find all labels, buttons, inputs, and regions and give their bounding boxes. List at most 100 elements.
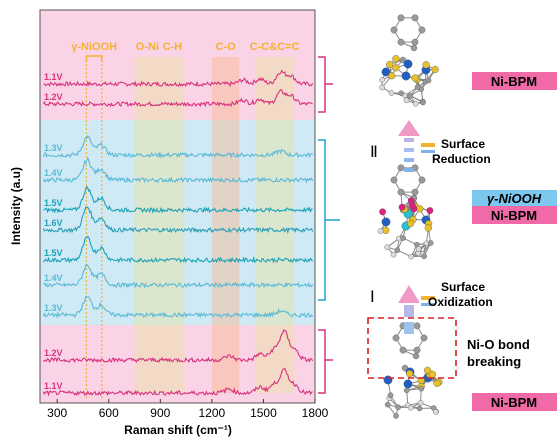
region-label-2: C-H	[163, 41, 183, 53]
atom-carbon	[397, 38, 405, 46]
atom-carbon	[397, 164, 405, 172]
atom-sulfur	[386, 60, 394, 69]
atom-hydrogen	[379, 84, 385, 91]
region-labels: γ-NiOOH O-Ni C-H C-O C-C&C=C	[71, 41, 299, 53]
atom-sulfur	[382, 226, 390, 234]
bracket-bottom	[318, 329, 333, 394]
region-band-3	[211, 57, 240, 393]
spectrum-line-6	[42, 235, 314, 264]
voltage-label-4: 1.5V	[44, 198, 63, 208]
svg-text:γ-NiOOH: γ-NiOOH	[487, 191, 542, 206]
region-band-2	[160, 57, 185, 393]
spectrum-line-0	[43, 69, 314, 88]
atom-carbon	[414, 84, 421, 90]
voltage-label-9: 1.2V	[44, 348, 63, 358]
svg-text:Ni-BPM: Ni-BPM	[491, 395, 537, 410]
atom-nickel	[381, 217, 391, 227]
arrow-oxidization	[398, 285, 420, 334]
y-axis-title: Intensity (a.u)	[9, 167, 23, 245]
spectrum-line-1	[42, 89, 313, 108]
atom-carbon	[390, 26, 398, 34]
atom-sulfur	[428, 370, 436, 378]
atom-oxygen	[408, 202, 416, 210]
atom-oxygen	[426, 207, 434, 214]
molecule-ni-bpm-top	[379, 14, 439, 107]
plot-frame	[39, 9, 316, 404]
atom-nickel	[381, 67, 391, 77]
region-label-0: γ-NiOOH	[71, 41, 117, 53]
atom-sulfur	[406, 370, 414, 378]
arrow-reduction-marker-2	[421, 150, 435, 153]
step-2-line2: Reduction	[432, 152, 491, 166]
atom-carbon	[411, 188, 419, 196]
step-2-line1: Surface	[441, 137, 485, 151]
arrow-reduction-marker	[421, 143, 435, 147]
atom-hydrogen	[408, 253, 414, 260]
atom-carbon	[421, 253, 427, 260]
atom-carbon	[413, 322, 421, 330]
atom-carbon	[403, 387, 410, 394]
arrow-oxidization-marker	[421, 296, 435, 300]
atom-hydrogen	[377, 228, 384, 234]
atom-carbon	[418, 26, 426, 34]
step-1-line2: Oxidization	[428, 295, 493, 309]
region-label-4: C-C&C=C	[250, 41, 300, 53]
atom-carbon	[397, 14, 405, 22]
spectrum-line-5	[42, 206, 314, 235]
atom-hydrogen	[384, 244, 391, 251]
atom-sulfur	[424, 224, 432, 232]
x-tick-label-3: 1200	[199, 406, 226, 420]
arrow-reduction	[398, 120, 420, 172]
atom-nickel	[403, 59, 413, 69]
badge-gamma-niooh: γ-NiOOH	[472, 190, 557, 206]
atom-carbon	[395, 404, 401, 411]
svg-text:Ni-BPM: Ni-BPM	[491, 208, 537, 223]
atom-carbon	[420, 99, 426, 106]
atom-hydrogen	[432, 409, 439, 415]
atom-nickel	[401, 71, 411, 81]
atom-carbon	[411, 14, 419, 22]
x-axis-ticks: 300 600 900 1200 1500 1800	[47, 399, 329, 420]
region-label-1: O-Ni	[136, 41, 159, 53]
atom-oxygen	[379, 208, 386, 216]
atom-hydrogen	[390, 251, 397, 258]
bond-breaking-box	[367, 317, 457, 379]
voltage-label-6: 1.5V	[44, 248, 63, 258]
atom-hydrogen	[388, 90, 395, 96]
voltage-label-1: 1.2V	[44, 92, 63, 102]
x-tick-label-0: 300	[47, 406, 67, 420]
step-2-numeral: Ⅱ	[370, 144, 378, 161]
spectrum-line-3	[42, 157, 314, 184]
atom-sulfur	[388, 72, 396, 80]
voltage-labels: 1.1V 1.2V 1.3V 1.4V 1.5V 1.6V 1.5V 1.4V 1.3V 1.2V…	[44, 72, 63, 391]
atom-carbon	[420, 334, 428, 342]
badge-ni-bpm-middle: Ni-BPM	[472, 206, 557, 224]
bond-note-line2: breaking	[467, 354, 521, 369]
atom-sulfur	[433, 379, 441, 387]
atom-carbon	[398, 90, 404, 97]
atom-carbon	[418, 385, 425, 392]
region-band-1	[134, 57, 161, 393]
atom-sulfur	[392, 55, 400, 63]
atom-carbon	[411, 38, 419, 46]
bracket-middle	[318, 139, 340, 301]
atom-carbon	[392, 334, 400, 342]
atom-nickel	[403, 379, 413, 389]
spectrum-line-4	[43, 185, 313, 214]
voltage-label-10: 1.1V	[44, 381, 63, 391]
spectrum-line-8	[42, 295, 314, 319]
spectra	[42, 69, 314, 397]
atom-hydrogen	[412, 100, 419, 107]
x-tick-label-1: 600	[99, 406, 119, 420]
atom-sulfur	[416, 205, 424, 213]
voltage-label-5: 1.6V	[44, 218, 63, 228]
atom-carbon	[387, 392, 394, 399]
spectrum-line-7	[43, 263, 314, 289]
atom-oxygen	[398, 203, 406, 211]
atom-nickel	[383, 375, 393, 385]
atom-carbon	[399, 346, 407, 354]
bracket-top	[318, 56, 333, 113]
atom-carbon	[412, 352, 420, 360]
region-label-3: C-O	[216, 41, 237, 53]
badge-ni-bpm-top: Ni-BPM	[472, 72, 557, 90]
